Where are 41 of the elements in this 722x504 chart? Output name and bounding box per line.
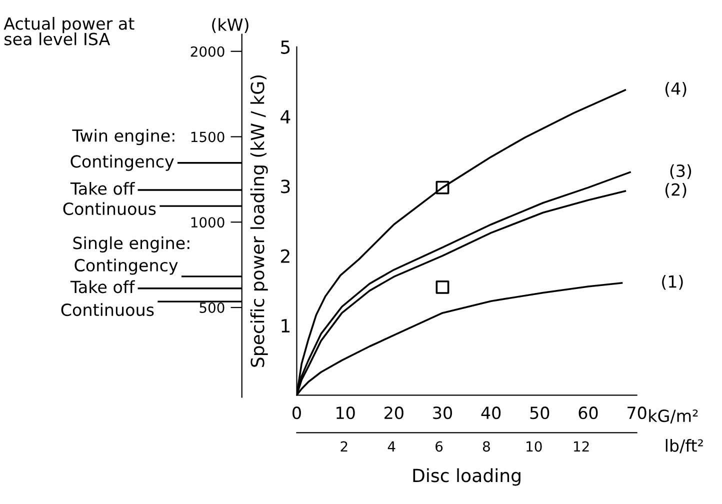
ref-line-label: Continuous — [63, 202, 156, 216]
y2-tick-label: 1500 — [191, 132, 224, 142]
text: Twin engine: — [72, 129, 174, 146]
ref-line-label: Contingency — [70, 154, 174, 171]
text: (3) — [670, 164, 692, 180]
text: (1) — [662, 274, 683, 290]
ref-line-label: Continuous — [61, 303, 154, 316]
y-tick-label: 3 — [281, 180, 290, 194]
x2-axis-title: lb/ft² — [666, 438, 703, 454]
x-tick-label: 0 — [292, 406, 301, 420]
x2-tick-label: 10 — [526, 441, 542, 452]
y-axis-title: Specific power loading (kW / kG) — [250, 75, 268, 367]
x-tick-label: 40 — [481, 406, 501, 420]
y-tick-label: 2 — [281, 249, 290, 263]
y-tick-label: 5 — [281, 40, 290, 54]
x2-tick-label: 6 — [436, 441, 443, 452]
y2-tick-label: 1000 — [191, 217, 224, 228]
y-tick-label: 4 — [280, 110, 290, 124]
ref-line-label: Take off — [70, 182, 135, 195]
y2-tick-label: 2000 — [190, 46, 224, 57]
x2-tick-label: 12 — [574, 441, 589, 452]
x2-tick-label: 8 — [482, 441, 490, 452]
ref-line-label: Contingency — [74, 258, 178, 275]
text: Actual power at sea level ISA — [4, 16, 134, 46]
x-tick-label: 70 — [628, 406, 646, 420]
x-tick-label: 10 — [336, 406, 355, 420]
ref-line-label: Take off — [70, 280, 135, 294]
text: (4) — [665, 82, 686, 97]
x2-tick-label: 2 — [340, 441, 348, 452]
text: kG/m² — [649, 409, 698, 424]
y2-axis-title: (kW) — [212, 18, 248, 34]
x-axis-title: Disc loading — [413, 468, 520, 486]
y-tick-label: 1 — [282, 319, 290, 332]
x-tick-label: 30 — [433, 406, 452, 420]
x-tick-label: 60 — [578, 406, 598, 420]
y2-tick-label: 500 — [200, 302, 224, 313]
text: Single engine: — [73, 236, 190, 253]
text: (2) — [665, 183, 686, 198]
x-tick-label: 50 — [530, 406, 550, 420]
x-tick-label: 20 — [384, 406, 404, 420]
x2-tick-label: 4 — [388, 441, 396, 452]
